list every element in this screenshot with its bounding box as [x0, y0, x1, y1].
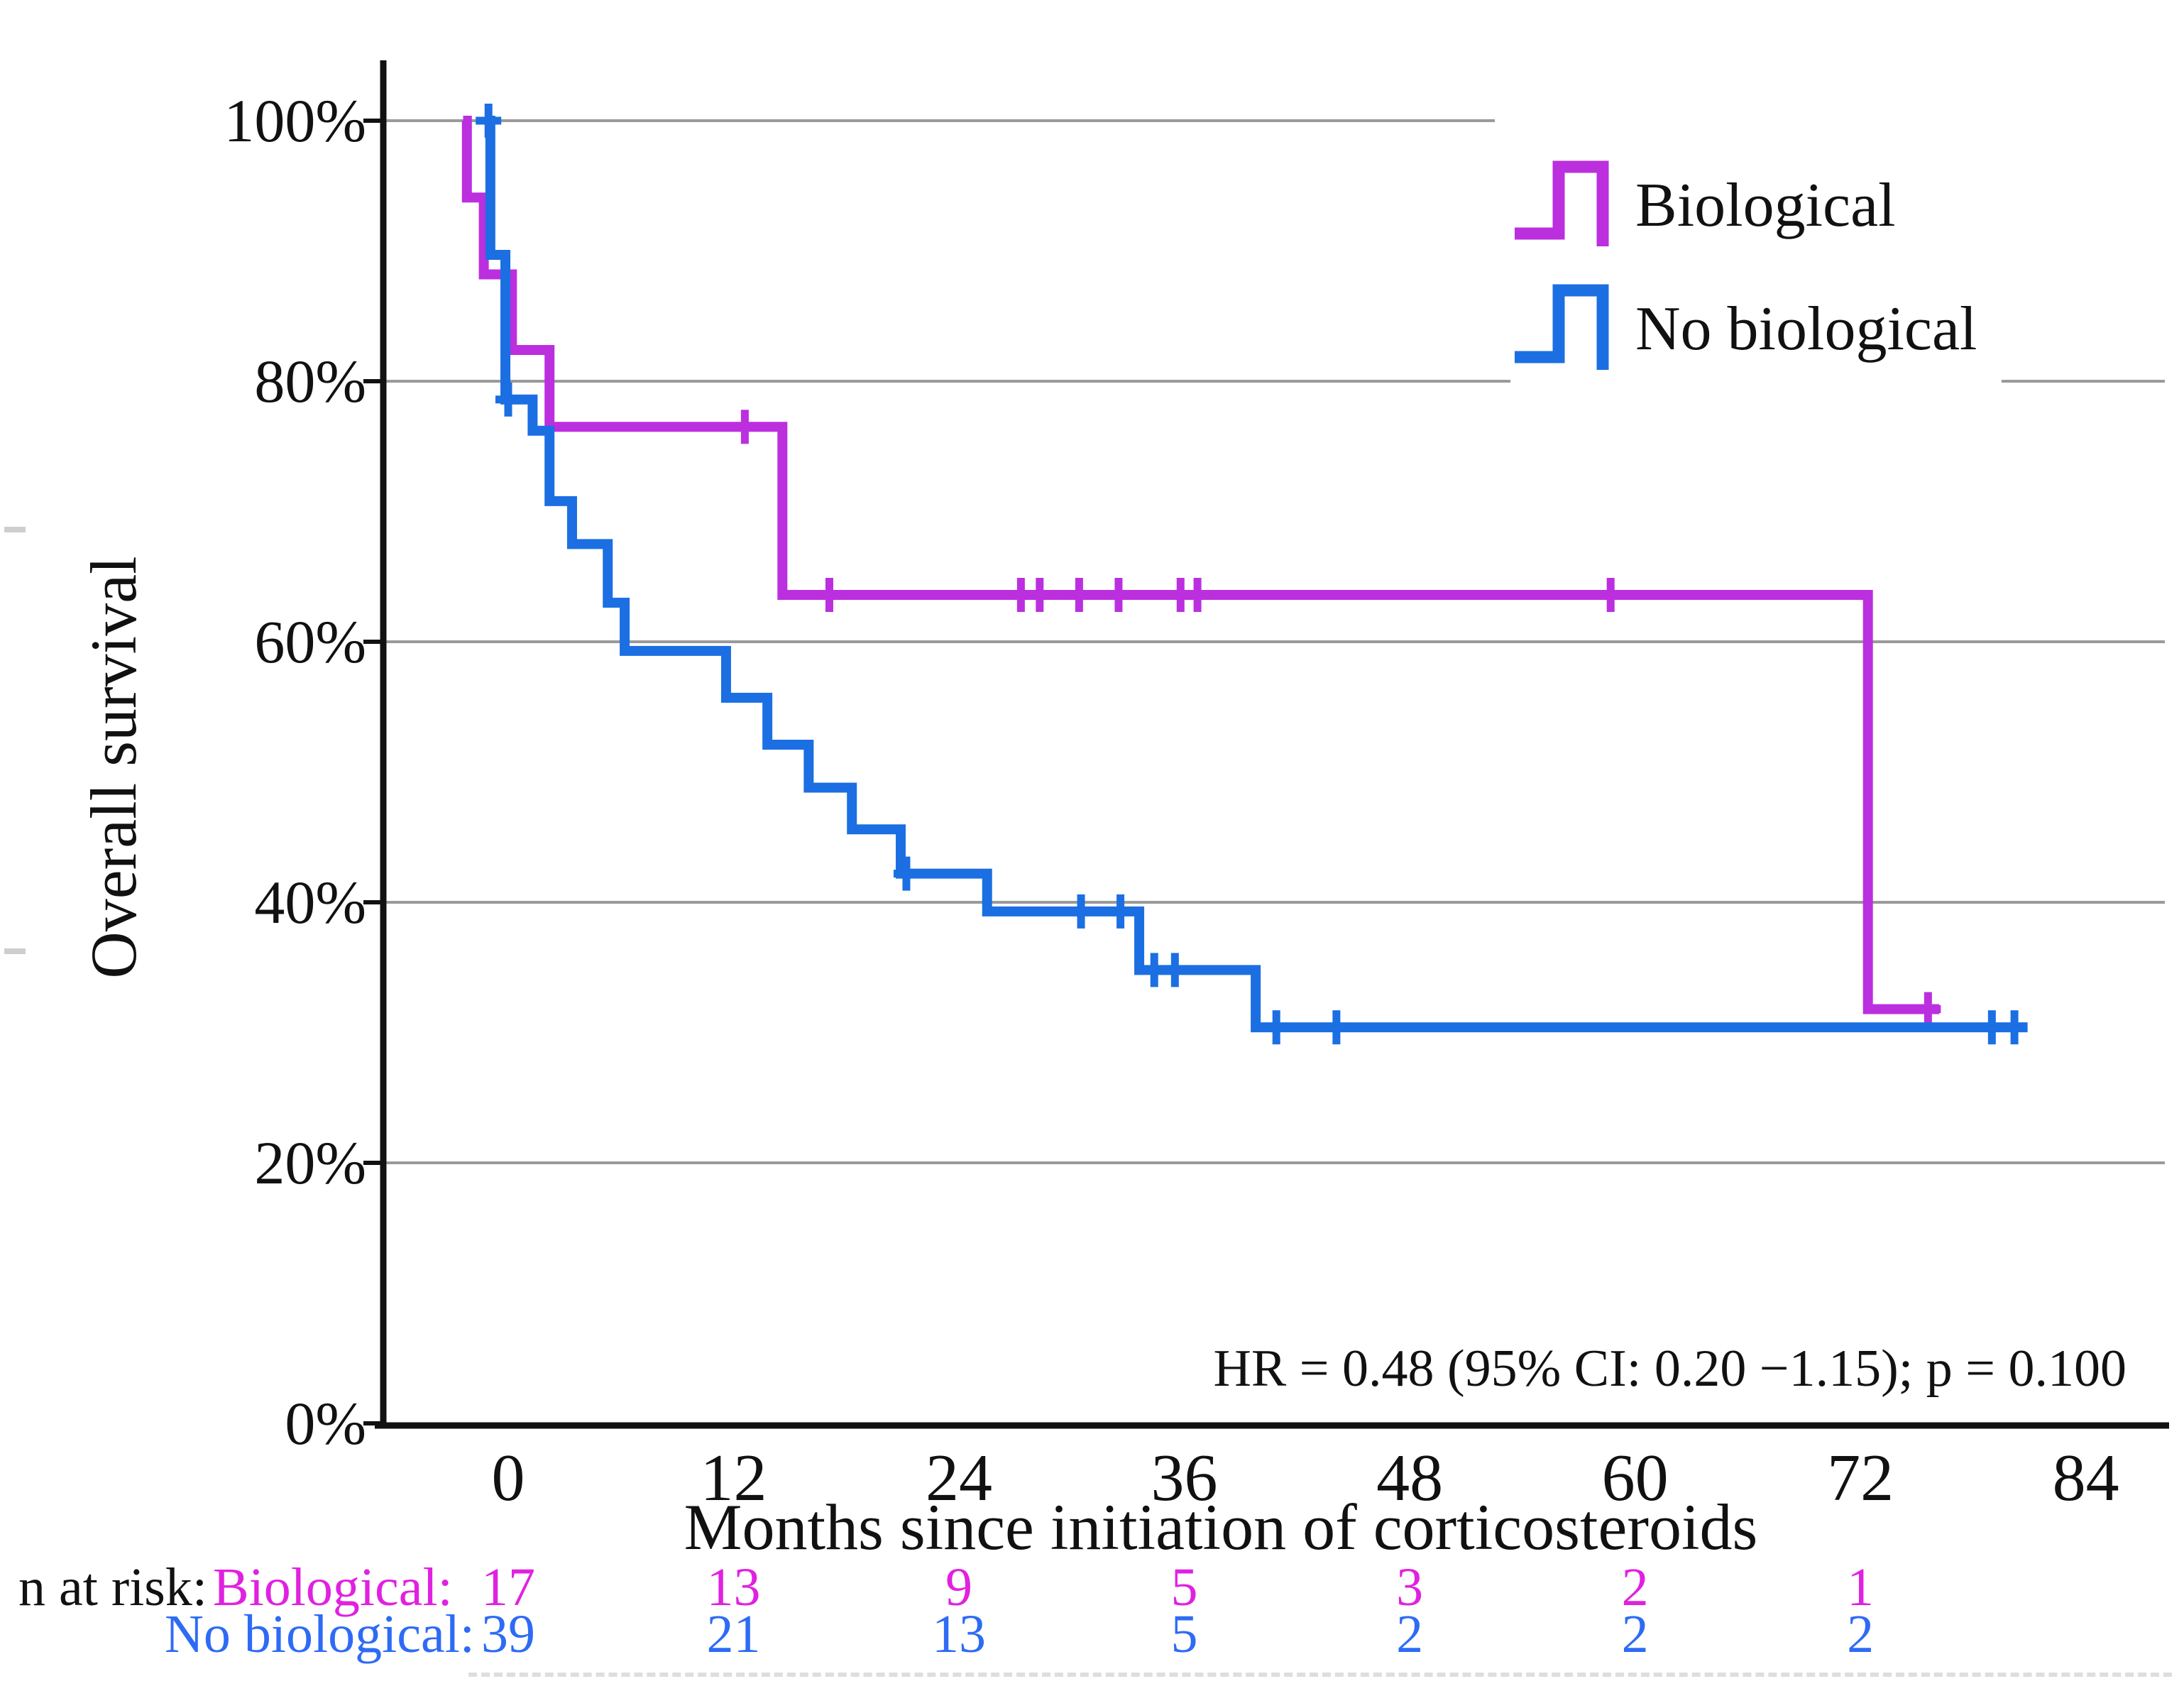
risk-value-no-biological-m36: 5 [1170, 1604, 1198, 1664]
x-tick-72: 72 [1827, 1441, 1894, 1515]
y-tick-40: 40% [254, 868, 366, 936]
left-margin-artifact [4, 948, 26, 954]
risk-value-biological-m48: 3 [1396, 1558, 1424, 1617]
risk-value-no-biological-m72: 2 [1847, 1604, 1875, 1664]
y-tick-80: 80% [254, 347, 366, 415]
risk-value-no-biological-m60: 2 [1621, 1604, 1649, 1664]
risk-value-no-biological-m0: 39 [481, 1604, 535, 1664]
x-tick-0: 0 [491, 1441, 525, 1515]
km-curve-biological [461, 116, 1940, 1014]
bottom-scan-dash-line [468, 1673, 2172, 1677]
legend-item-biological: Biological [1510, 152, 1896, 258]
y-tick-60: 60% [254, 608, 366, 676]
legend-item-no-biological: No biological [1510, 275, 1977, 382]
risk-value-biological-m60: 2 [1621, 1558, 1649, 1617]
hr-annotation: HR = 0.48 (95% CI: 0.20 −1.15); p = 0.10… [1213, 1340, 2127, 1398]
y-tick-0: 0% [285, 1389, 366, 1457]
no-biological-step-icon [1515, 284, 1609, 370]
x-tick-24: 24 [926, 1441, 993, 1515]
risk-value-biological-m12: 13 [706, 1558, 761, 1617]
km-curve-no-biological [485, 116, 2028, 1033]
risk-value-biological-m72: 1 [1847, 1558, 1875, 1617]
x-tick-84: 84 [2052, 1441, 2119, 1515]
risk-table-prefix: n at risk: [18, 1558, 207, 1617]
risk-value-biological-m0: 17 [481, 1558, 535, 1617]
y-tick-100: 100% [224, 87, 366, 155]
x-tick-36: 36 [1151, 1441, 1218, 1515]
y-tick-20: 20% [254, 1129, 366, 1197]
legend: Biological No biological [1510, 136, 2002, 400]
x-tick-48: 48 [1376, 1441, 1444, 1515]
risk-value-biological-m36: 5 [1170, 1558, 1198, 1617]
risk-value-biological-m24: 9 [945, 1558, 973, 1617]
left-margin-artifact [4, 527, 26, 532]
x-tick-60: 60 [1601, 1441, 1669, 1515]
risk-row-label-biological: Biological: [213, 1558, 453, 1617]
risk-value-no-biological-m24: 13 [932, 1604, 987, 1664]
risk-row-label-no-biological: No biological: [165, 1604, 475, 1664]
x-axis-title: Months since initiation of corticosteroi… [684, 1491, 1758, 1563]
risk-value-no-biological-m12: 21 [706, 1604, 761, 1664]
risk-value-no-biological-m48: 2 [1396, 1604, 1424, 1664]
legend-label-biological: Biological [1635, 170, 1896, 240]
y-axis-title: Overall survival [77, 556, 150, 979]
biological-step-icon [1515, 160, 1609, 246]
x-tick-12: 12 [700, 1441, 767, 1515]
legend-label-no-biological: No biological [1635, 294, 1977, 363]
